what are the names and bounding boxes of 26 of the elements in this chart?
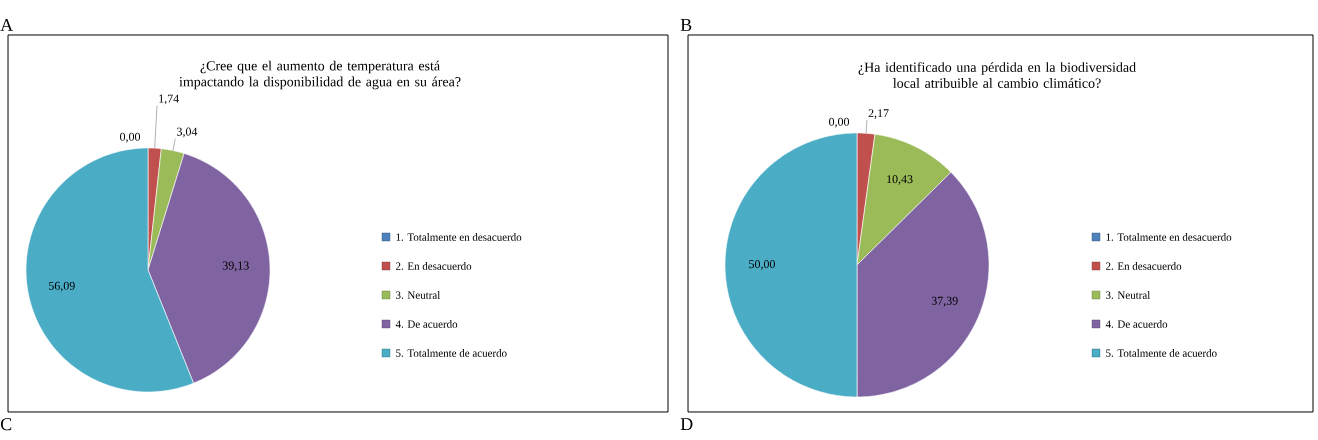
- legend-label: 5. Totalmente de acuerdo: [396, 349, 507, 357]
- data-label: 2,17: [868, 109, 889, 119]
- legend-label: 2. En desacuerdo: [396, 262, 472, 270]
- chart-title: ¿Cree que el aumento de temperatura está impactando la disponibilidad de agua en su área?: [179, 60, 461, 90]
- text: A: [0, 18, 14, 31]
- text: D: [680, 418, 693, 430]
- legend-label: 1. Totalmente en desacuerdo: [1106, 233, 1232, 241]
- legend-label: 5. Totalmente de acuerdo: [1106, 349, 1217, 357]
- text: C: [0, 418, 12, 431]
- legend-label: 3. Neutral: [1106, 291, 1151, 299]
- data-label: 50,00: [749, 260, 775, 270]
- legend-label: 2. En desacuerdo: [1106, 262, 1182, 270]
- legend-label: 3. Neutral: [396, 291, 441, 299]
- data-label: 56,09: [49, 281, 75, 292]
- legend-label: 4. De acuerdo: [395, 320, 458, 328]
- data-label: 39,13: [222, 261, 249, 272]
- data-label: 1,74: [159, 94, 179, 105]
- legend-label: 4. De acuerdo: [1105, 320, 1168, 328]
- data-label: 3,04: [177, 127, 198, 138]
- data-label: 10,43: [887, 175, 913, 185]
- text: 0,00: [829, 117, 850, 128]
- chart-title: ¿Ha identificado una pérdida en la biodiversidad local atribuible al cambio climático?: [858, 62, 1136, 88]
- legend-label: 1. Totalmente en desacuerdo: [396, 233, 522, 241]
- text: B: [680, 18, 692, 31]
- data-label: 37,39: [931, 296, 958, 307]
- text: 0,00: [120, 132, 141, 143]
